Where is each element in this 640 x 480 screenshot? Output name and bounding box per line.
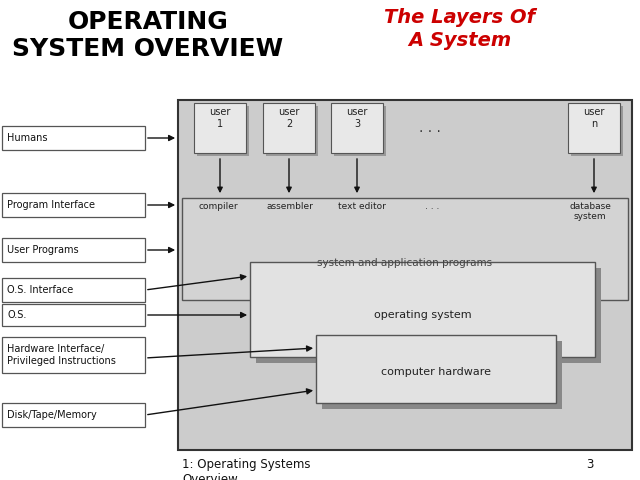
Bar — [334, 106, 386, 156]
Text: Disk/Tape/Memory: Disk/Tape/Memory — [7, 410, 97, 420]
Bar — [2, 126, 145, 150]
Text: database
system: database system — [569, 202, 611, 221]
Text: Program Interface: Program Interface — [7, 200, 95, 210]
Bar — [331, 103, 383, 153]
Bar — [250, 262, 595, 357]
Bar — [2, 193, 145, 217]
Bar — [2, 238, 145, 262]
Bar — [2, 337, 145, 373]
Text: User Programs: User Programs — [7, 245, 79, 255]
Bar — [266, 106, 318, 156]
Text: user
n: user n — [583, 107, 605, 129]
Text: Humans: Humans — [7, 133, 47, 143]
Text: computer hardware: computer hardware — [381, 367, 491, 377]
Text: OPERATING
SYSTEM OVERVIEW: OPERATING SYSTEM OVERVIEW — [12, 10, 284, 61]
Text: . . .: . . . — [419, 121, 441, 135]
Bar — [2, 403, 145, 427]
Text: user
2: user 2 — [278, 107, 300, 129]
Bar — [263, 103, 315, 153]
Bar — [571, 106, 623, 156]
Text: 3: 3 — [586, 458, 594, 471]
Bar — [182, 198, 628, 300]
Bar — [256, 268, 601, 363]
Text: compiler: compiler — [198, 202, 238, 211]
Bar — [2, 278, 145, 302]
Text: 1: Operating Systems
Overview: 1: Operating Systems Overview — [182, 458, 310, 480]
Text: O.S. Interface: O.S. Interface — [7, 285, 73, 295]
Bar — [316, 335, 556, 403]
Bar — [197, 106, 249, 156]
Text: text editor: text editor — [338, 202, 386, 211]
Bar — [2, 304, 145, 326]
Text: user
3: user 3 — [346, 107, 368, 129]
Bar — [568, 103, 620, 153]
Text: assembler: assembler — [267, 202, 314, 211]
Text: system and application programs: system and application programs — [317, 258, 493, 268]
Text: O.S.: O.S. — [7, 310, 26, 320]
Text: Hardware Interface/
Privileged Instructions: Hardware Interface/ Privileged Instructi… — [7, 344, 116, 366]
Bar — [194, 103, 246, 153]
Text: . . .: . . . — [425, 202, 439, 211]
Text: The Layers Of
A System: The Layers Of A System — [385, 8, 536, 50]
Bar — [178, 100, 632, 450]
Text: user
1: user 1 — [209, 107, 230, 129]
Bar — [322, 341, 562, 409]
Text: operating system: operating system — [374, 310, 471, 320]
